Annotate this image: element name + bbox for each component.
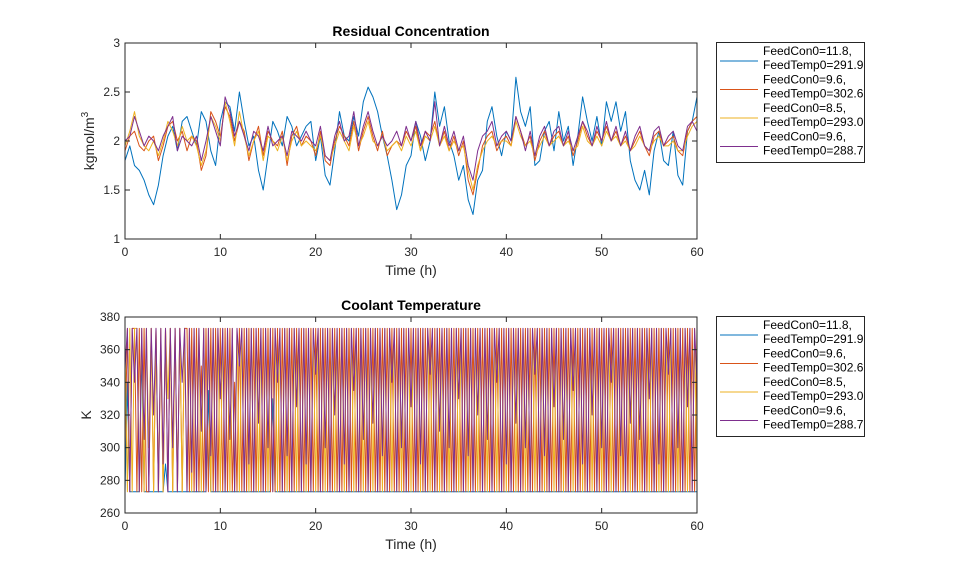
legend-entry: FeedCon0=9.6,FeedTemp0=302.6 bbox=[720, 73, 864, 101]
y-tick-label: 260 bbox=[100, 506, 120, 520]
legend-entry: FeedCon0=9.6,FeedTemp0=288.7 bbox=[720, 404, 864, 432]
y-tick-label: 360 bbox=[100, 343, 120, 357]
y-tick-label: 1.5 bbox=[103, 183, 120, 197]
series-line-2 bbox=[124, 327, 698, 493]
x-axis-label: Time (h) bbox=[385, 536, 437, 552]
legend-entry: FeedCon0=8.5,FeedTemp0=293.0 bbox=[720, 375, 864, 403]
legend-label-line1: FeedCon0=8.5, bbox=[763, 375, 846, 389]
legend-entry: FeedCon0=9.6,FeedTemp0=302.6 bbox=[720, 347, 864, 375]
legend-label-line1: FeedCon0=11.8, bbox=[763, 318, 852, 332]
x-tick-label: 30 bbox=[404, 245, 418, 259]
x-tick-label: 10 bbox=[214, 519, 228, 533]
x-tick-label: 60 bbox=[690, 245, 704, 259]
legend: FeedCon0=11.8,FeedTemp0=291.9FeedCon0=9.… bbox=[716, 316, 865, 437]
legend-label-line2: FeedTemp0=293.0 bbox=[763, 389, 864, 403]
legend-label-line2: FeedTemp0=302.6 bbox=[763, 87, 864, 101]
x-tick-label: 10 bbox=[214, 245, 228, 259]
y-axis-label: kgmol/m3 bbox=[80, 111, 97, 170]
legend-label-line2: FeedTemp0=291.9 bbox=[763, 58, 864, 72]
x-tick-label: 0 bbox=[122, 519, 129, 533]
x-tick-label: 0 bbox=[122, 245, 129, 259]
legend-label-line1: FeedCon0=9.6, bbox=[763, 347, 846, 361]
coolant-temperature-axes: Coolant Temperature 0 10 20 30 40 50 60 260 280… bbox=[78, 297, 865, 552]
legend-entry: FeedCon0=8.5,FeedTemp0=293.0 bbox=[720, 101, 864, 129]
y-ticks: 1 1.5 2 2.5 3 bbox=[103, 36, 697, 246]
y-tick-label: 280 bbox=[100, 473, 120, 487]
y-tick-label: 2 bbox=[113, 134, 120, 148]
legend-box bbox=[716, 316, 865, 437]
y-tick-label: 340 bbox=[100, 375, 120, 389]
series-line-4 bbox=[124, 96, 698, 181]
legend-label-line2: FeedTemp0=291.9 bbox=[763, 332, 864, 346]
x-tick-label: 20 bbox=[309, 519, 323, 533]
x-tick-label: 50 bbox=[595, 519, 609, 533]
plot-lines bbox=[124, 76, 698, 215]
y-tick-label: 320 bbox=[100, 408, 120, 422]
x-tick-label: 40 bbox=[500, 245, 514, 259]
x-tick-label: 20 bbox=[309, 245, 323, 259]
legend: FeedCon0=11.8,FeedTemp0=291.9FeedCon0=9.… bbox=[716, 42, 865, 163]
y-axis-label: K bbox=[78, 410, 94, 420]
legend-box bbox=[716, 42, 865, 163]
legend-label-line2: FeedTemp0=288.7 bbox=[763, 418, 864, 432]
chart-title: Coolant Temperature bbox=[341, 297, 481, 313]
residual-concentration-axes: Residual Concentration 0 10 20 30 40 50 60 1 1.… bbox=[80, 23, 865, 278]
legend-label-line2: FeedTemp0=288.7 bbox=[763, 144, 864, 158]
x-tick-label: 40 bbox=[500, 519, 514, 533]
legend-label-line1: FeedCon0=9.6, bbox=[763, 130, 846, 144]
plot-lines bbox=[124, 327, 698, 493]
y-tick-label: 3 bbox=[113, 36, 120, 50]
legend-entry: FeedCon0=9.6,FeedTemp0=288.7 bbox=[720, 130, 864, 158]
y-ticks: 260 280 300 320 340 360 380 bbox=[100, 310, 697, 520]
legend-entry: FeedCon0=11.8,FeedTemp0=291.9 bbox=[720, 44, 864, 72]
x-tick-label: 60 bbox=[690, 519, 704, 533]
x-tick-label: 30 bbox=[404, 519, 418, 533]
y-tick-label: 2.5 bbox=[103, 85, 120, 99]
series-line-4 bbox=[124, 327, 698, 493]
y-axis-label-text: kgmol/m bbox=[81, 117, 97, 170]
legend-label-line1: FeedCon0=9.6, bbox=[763, 404, 846, 418]
x-ticks: 0 10 20 30 40 50 60 bbox=[122, 43, 704, 259]
y-tick-label: 300 bbox=[100, 441, 120, 455]
legend-entry: FeedCon0=11.8,FeedTemp0=291.9 bbox=[720, 318, 864, 346]
y-axis-label-superscript: 3 bbox=[80, 111, 91, 117]
legend-label-line1: FeedCon0=8.5, bbox=[763, 101, 846, 115]
chart-title: Residual Concentration bbox=[332, 23, 489, 39]
y-tick-label: 1 bbox=[113, 232, 120, 246]
x-axis-label: Time (h) bbox=[385, 262, 437, 278]
legend-label-line2: FeedTemp0=302.6 bbox=[763, 361, 864, 375]
legend-label-line2: FeedTemp0=293.0 bbox=[763, 115, 864, 129]
x-tick-label: 50 bbox=[595, 245, 609, 259]
y-tick-label: 380 bbox=[100, 310, 120, 324]
legend-label-line1: FeedCon0=9.6, bbox=[763, 73, 846, 87]
x-ticks: 0 10 20 30 40 50 60 bbox=[122, 317, 704, 533]
legend-label-line1: FeedCon0=11.8, bbox=[763, 44, 852, 58]
